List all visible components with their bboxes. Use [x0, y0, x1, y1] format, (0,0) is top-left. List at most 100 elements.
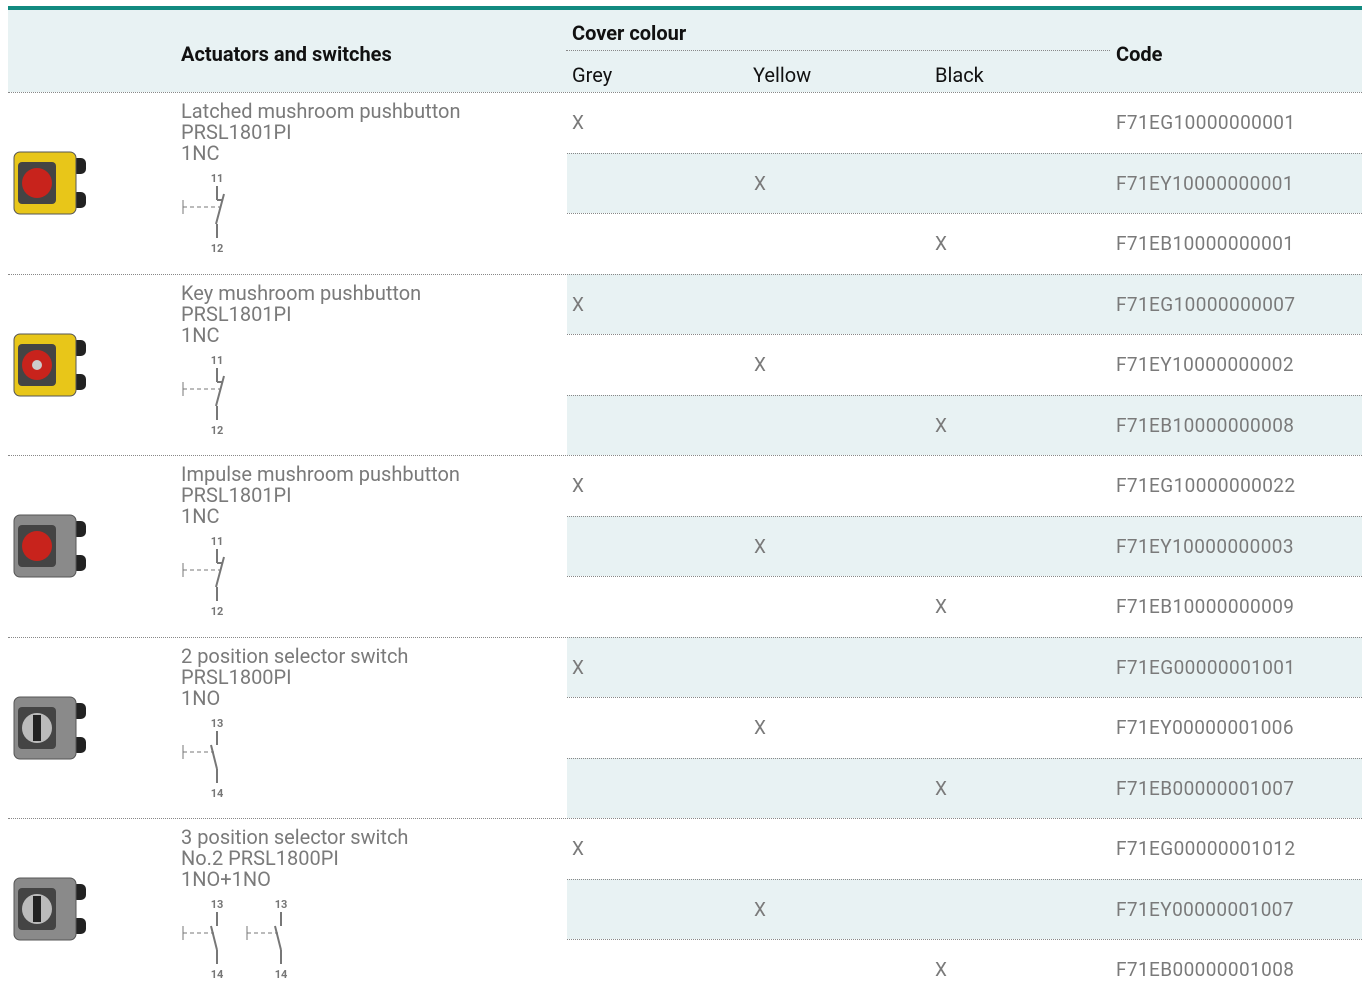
row-divider — [567, 152, 1362, 154]
mark: X — [754, 534, 767, 558]
row-divider — [567, 697, 1362, 698]
product-model: PRSL1801PI — [181, 120, 292, 144]
product-contacts: 1NO — [181, 685, 221, 710]
code: F71EY10000000002 — [1116, 353, 1294, 376]
mark: X — [754, 171, 767, 195]
mark: X — [572, 655, 585, 679]
product-model: PRSL1801PI — [181, 483, 292, 507]
mark: X — [572, 837, 585, 860]
mark: X — [754, 353, 767, 376]
row-divider — [567, 576, 1362, 577]
terminal-label: 14 — [275, 968, 288, 980]
mark: X — [572, 292, 585, 316]
code: F71EG00000001001 — [1116, 655, 1296, 679]
product-contacts: 1NC — [181, 141, 220, 165]
header-bg — [8, 10, 1362, 92]
code: F71EY10000000001 — [1116, 171, 1294, 195]
row-shade — [567, 394, 1362, 455]
blade — [215, 556, 225, 588]
row-shade — [567, 152, 1362, 213]
code: F71EG10000000007 — [1116, 292, 1296, 316]
row-shade — [567, 878, 1362, 939]
mark: X — [754, 716, 767, 739]
header-bottom — [8, 92, 1362, 93]
header-yellow: Yellow — [753, 63, 812, 87]
terminal-label: 12 — [211, 242, 224, 254]
product-icon — [13, 514, 86, 578]
row-divider — [567, 334, 1362, 335]
header-actuators: Actuators and switches — [181, 42, 392, 66]
terminal-label: 13 — [275, 898, 288, 911]
row-divider — [567, 939, 1362, 940]
lever — [33, 714, 41, 741]
row-divider — [567, 515, 1362, 517]
lever — [33, 896, 41, 922]
terminal-label: 11 — [211, 535, 224, 548]
product-model: PRSL1800PI — [181, 664, 292, 689]
mark: X — [935, 776, 948, 800]
header-code: Code — [1116, 42, 1163, 66]
product-name: Latched mushroom pushbutton — [181, 99, 461, 123]
header-divider — [566, 50, 1110, 51]
header-black: Black — [935, 63, 984, 87]
contact-diagram: 13 14 13 14 — [182, 898, 288, 980]
terminal-label: 11 — [211, 354, 224, 367]
row-divider — [567, 213, 1362, 214]
terminal-label: 12 — [211, 605, 224, 617]
code: F71EY00000001007 — [1116, 897, 1294, 921]
product-icon — [13, 151, 86, 215]
contact-diagram: 11 12 — [182, 354, 225, 436]
blade — [210, 925, 218, 951]
terminal-label: 13 — [211, 717, 224, 730]
key — [32, 359, 42, 370]
terminal-label: 14 — [211, 968, 224, 980]
product-model: No.2 PRSL1800PI — [181, 846, 339, 870]
mark: X — [935, 232, 948, 255]
product-contacts: 1NO+1NO — [181, 867, 271, 891]
code: F71EB10000000008 — [1116, 413, 1295, 437]
blade — [215, 193, 225, 225]
product-icon — [13, 696, 86, 759]
blade — [215, 375, 225, 406]
row-shade — [567, 273, 1362, 334]
product-name: 3 position selector switch — [181, 825, 409, 849]
code: F71EB00000001008 — [1116, 958, 1295, 981]
product-contacts: 1NC — [181, 504, 220, 528]
row-divider — [567, 394, 1362, 396]
code: F71EB10000000001 — [1116, 232, 1295, 255]
product-icon — [13, 333, 86, 396]
terminal-label: 14 — [211, 787, 224, 799]
mark: X — [935, 413, 948, 437]
row-shade — [567, 515, 1362, 576]
group-divider — [8, 273, 1362, 275]
contact-diagram: 13 14 — [182, 717, 224, 799]
code: F71EY00000001006 — [1116, 716, 1294, 739]
blade — [210, 744, 218, 769]
group-divider — [8, 636, 1362, 638]
contact-diagram: 11 12 — [182, 535, 225, 617]
product-contacts: 1NC — [181, 322, 220, 347]
code: F71EY10000000003 — [1116, 534, 1294, 558]
product-icon — [13, 877, 86, 941]
mark: X — [754, 897, 767, 921]
mark: X — [935, 958, 948, 981]
code: F71EG10000000022 — [1116, 474, 1296, 497]
product-name: Key mushroom pushbutton — [181, 280, 422, 305]
mark: X — [572, 111, 585, 134]
blade — [274, 925, 282, 951]
header-cover: Cover colour — [572, 21, 687, 45]
button — [22, 168, 52, 198]
mark: X — [572, 474, 585, 497]
terminal-label: 13 — [211, 898, 224, 911]
terminal-label: 12 — [211, 424, 224, 436]
row-shade — [567, 757, 1362, 818]
group-divider — [8, 818, 1362, 819]
row-shade — [567, 636, 1362, 697]
group-divider — [8, 455, 1362, 456]
code: F71EG00000001012 — [1116, 837, 1296, 860]
product-name: 2 position selector switch — [181, 643, 409, 668]
code: F71EG10000000001 — [1116, 111, 1296, 134]
product-model: PRSL1801PI — [181, 301, 292, 326]
code: F71EB10000000009 — [1116, 595, 1295, 618]
